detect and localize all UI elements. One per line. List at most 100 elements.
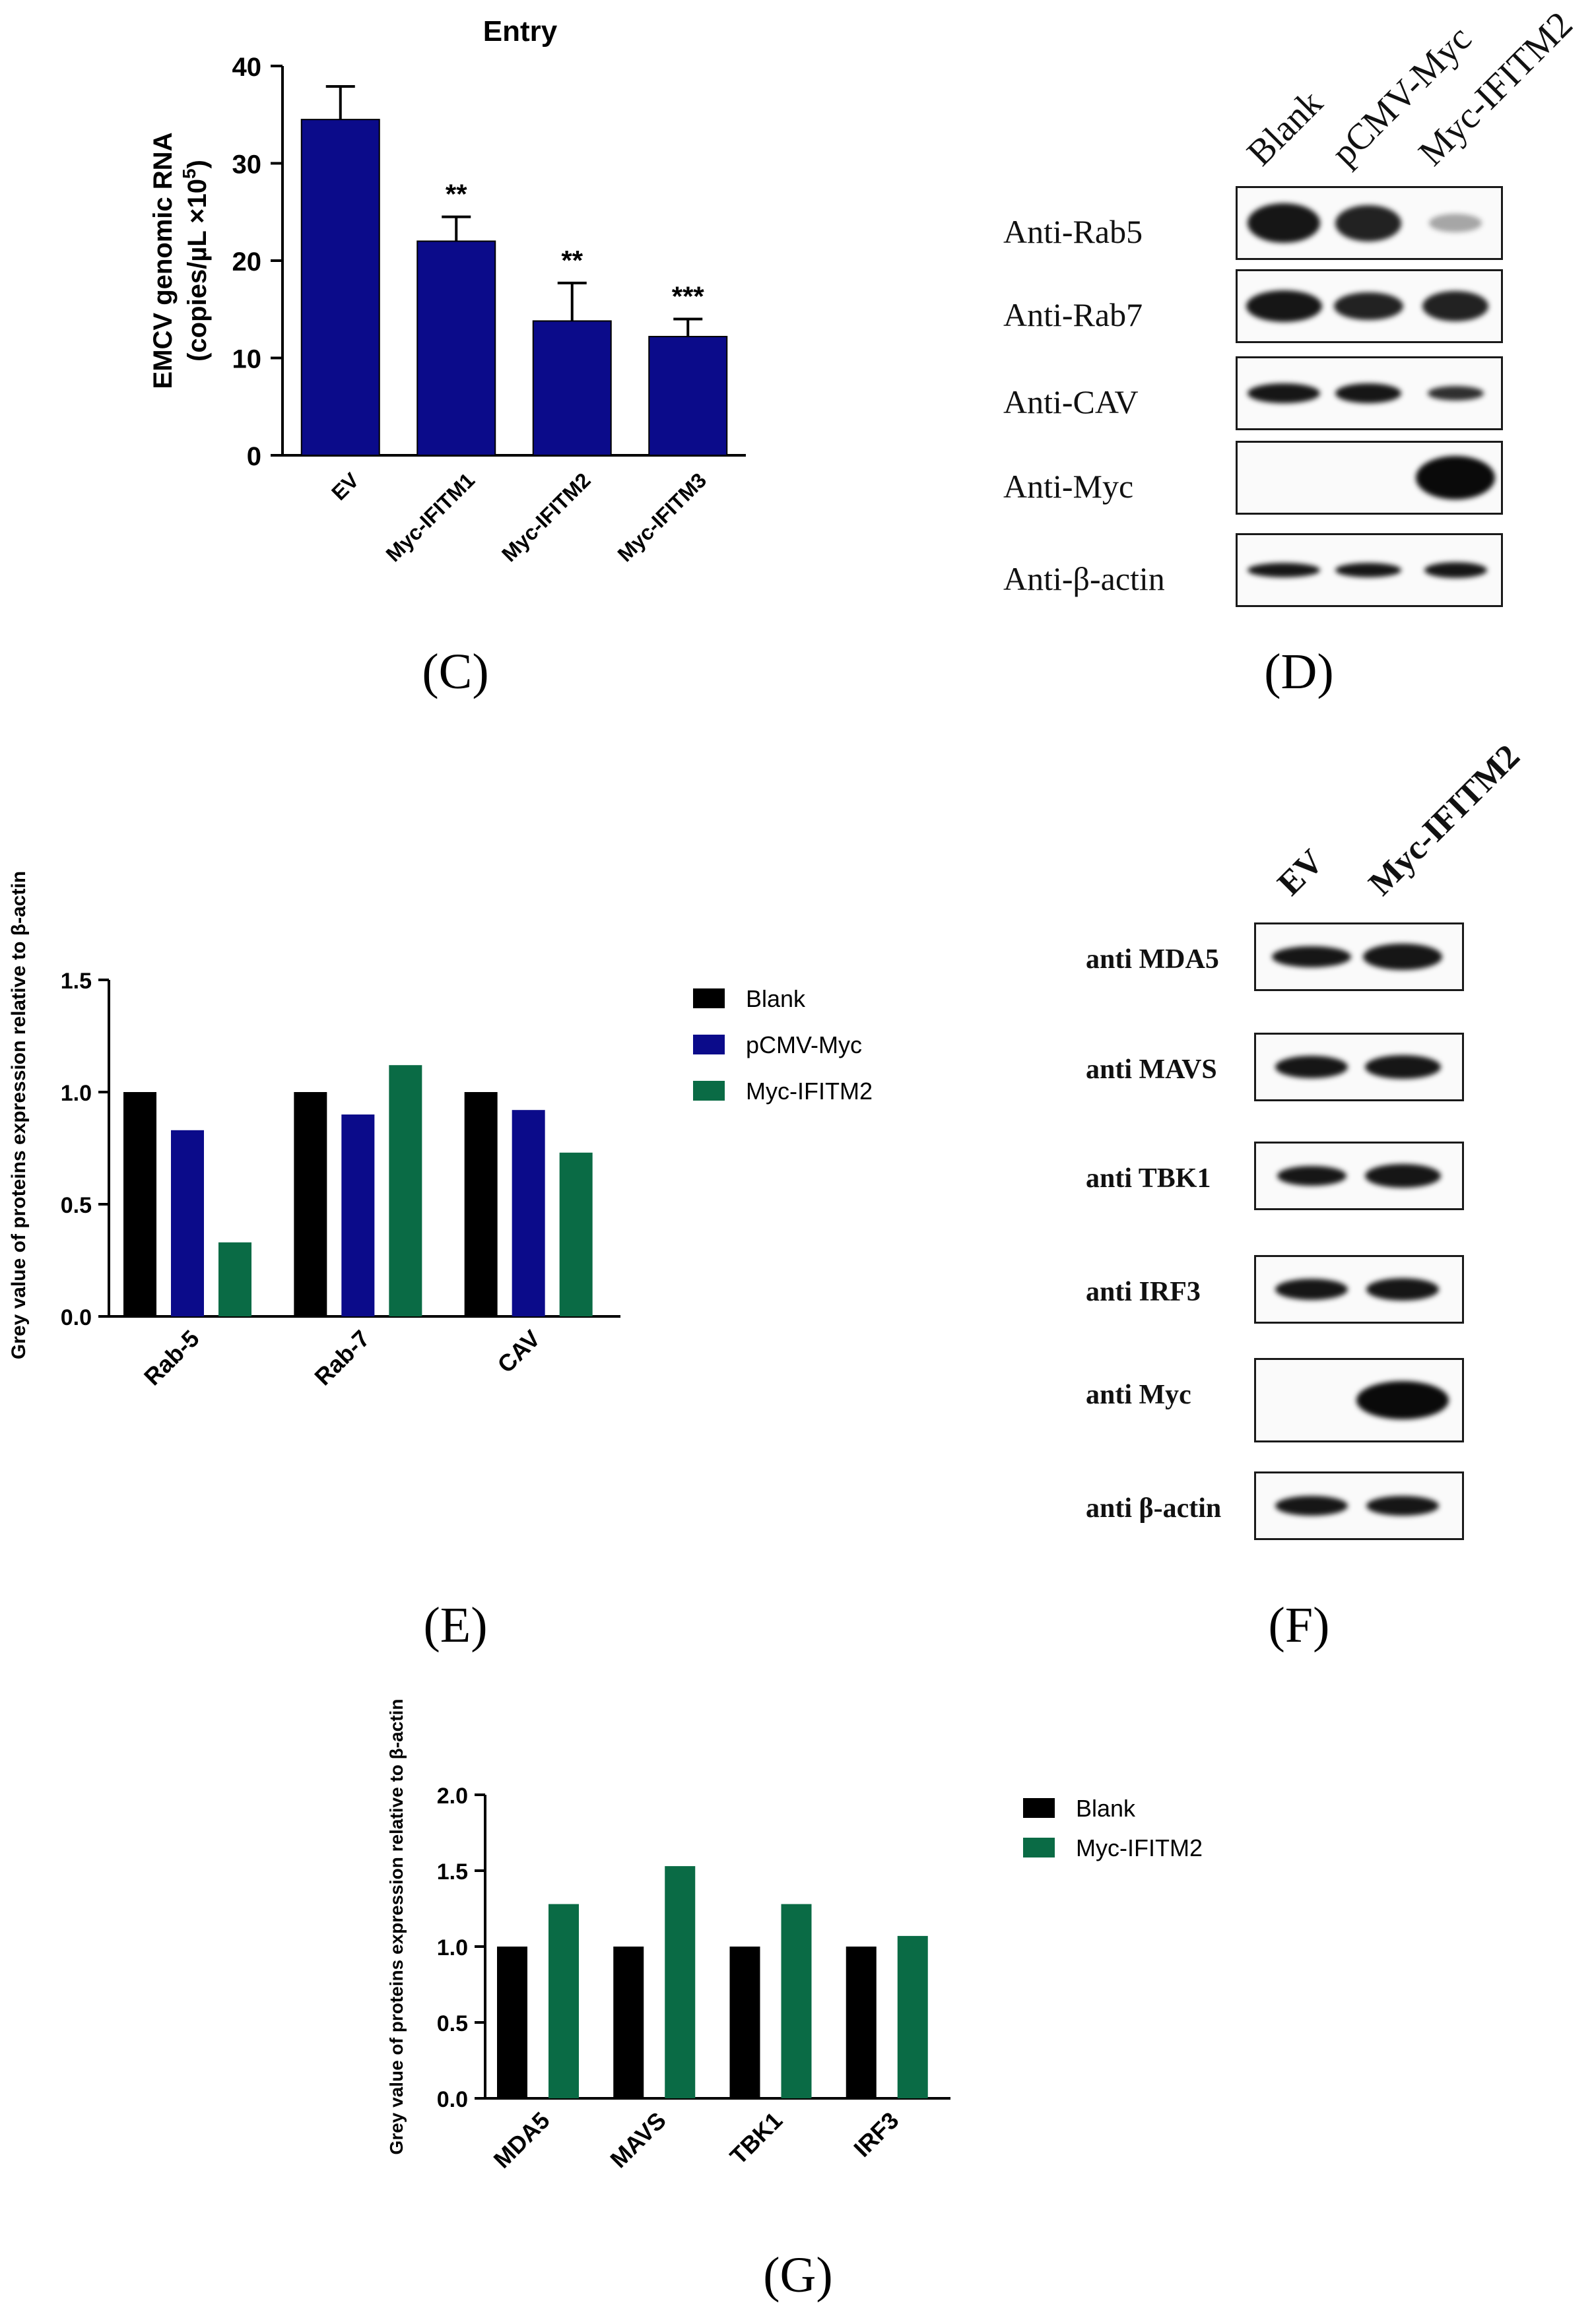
bar bbox=[300, 119, 380, 456]
lane-label: Myc-IFITM2 bbox=[1361, 737, 1527, 903]
bar-pcmv-myc bbox=[512, 1110, 545, 1316]
x-tick-group: CAV bbox=[492, 1325, 545, 1378]
blot-row-label: Anti-Rab5 bbox=[1003, 213, 1143, 250]
blot-row-label: Anti-β-actin bbox=[1003, 560, 1165, 597]
blot-row-label: Anti-Myc bbox=[1003, 468, 1134, 505]
bar-myc-ifitm2 bbox=[559, 1152, 593, 1316]
blot-row-label: anti IRF3 bbox=[1086, 1277, 1201, 1307]
x-tick-group: Myc-IFITM1 bbox=[382, 468, 480, 566]
legend-swatch bbox=[693, 1081, 725, 1101]
chart-c: Entry 0 10 20 30 40 EMCV genomic RNA (copies/µL… bbox=[149, 15, 746, 566]
bar-myc-ifitm2 bbox=[781, 1904, 812, 2098]
y-tick-label: 40 bbox=[232, 53, 262, 82]
bar-blank bbox=[294, 1092, 327, 1316]
panel-label-e: (E) bbox=[423, 1598, 488, 1653]
bar-blank bbox=[846, 1947, 877, 2098]
legend-label: pCMV-Myc bbox=[746, 1031, 862, 1058]
blot-band bbox=[1277, 1166, 1347, 1186]
panel-label-f: (F) bbox=[1268, 1598, 1330, 1653]
blot-row-label: Anti-CAV bbox=[1003, 383, 1139, 420]
y-label-line1: EMCV genomic RNA bbox=[149, 133, 178, 389]
legend-label: Myc-IFITM2 bbox=[1076, 1834, 1203, 1861]
x-tick-label: Rab-5 bbox=[139, 1325, 205, 1391]
legend-label: Blank bbox=[746, 985, 806, 1012]
x-tick-group: Myc-IFITM2 bbox=[497, 468, 595, 566]
x-tick-label: Myc-IFITM1 bbox=[382, 468, 480, 566]
y-label-units: (copies/µL ×10 bbox=[183, 179, 212, 362]
panel-label-g: (G) bbox=[763, 2247, 833, 2303]
chart-title: Entry bbox=[483, 15, 558, 48]
bar-blank bbox=[497, 1947, 527, 2098]
blot-row-label: anti Myc bbox=[1086, 1380, 1191, 1410]
blot-band bbox=[1272, 946, 1351, 967]
y-tick-label: 2.0 bbox=[437, 1784, 468, 1809]
x-tick-label: Myc-IFITM3 bbox=[613, 468, 712, 566]
x-tick-group: MDA5 bbox=[488, 2107, 555, 2174]
blot-row-label: anti MDA5 bbox=[1086, 944, 1219, 975]
bar bbox=[532, 320, 612, 457]
y-tick-label: 0.0 bbox=[61, 1305, 92, 1330]
legend-swatch bbox=[1023, 1838, 1055, 1857]
x-tick-group: EV bbox=[327, 468, 364, 505]
lane-label: EV bbox=[1270, 842, 1331, 903]
blot-band bbox=[1335, 383, 1401, 403]
panel-label-c: (C) bbox=[422, 644, 489, 699]
bar-myc-ifitm2 bbox=[665, 1866, 696, 2098]
blot-band bbox=[1247, 563, 1320, 577]
blot-band bbox=[1335, 205, 1401, 242]
x-tick-group: Rab-7 bbox=[309, 1325, 375, 1391]
y-axis-label: Grey value of proteins expression relati… bbox=[386, 1699, 407, 2155]
x-tick-group: Myc-IFITM3 bbox=[613, 468, 712, 566]
blot-band bbox=[1356, 1381, 1449, 1419]
bar-pcmv-myc bbox=[171, 1130, 204, 1316]
blot-strip bbox=[1254, 1358, 1464, 1442]
blot-strip bbox=[1236, 186, 1503, 260]
x-tick-label: Myc-IFITM2 bbox=[497, 468, 595, 566]
x-tick-group: MAVS bbox=[605, 2107, 671, 2174]
lane-label: Blank bbox=[1239, 82, 1331, 174]
blot-strip bbox=[1236, 533, 1503, 607]
blot-strip bbox=[1236, 269, 1503, 343]
bar-pcmv-myc bbox=[341, 1114, 375, 1316]
y-tick-label: 1.0 bbox=[61, 1081, 92, 1106]
blot-strip bbox=[1236, 356, 1503, 430]
blot-row-label: anti MAVS bbox=[1086, 1054, 1217, 1085]
blot-band bbox=[1427, 386, 1484, 401]
legend-label: Myc-IFITM2 bbox=[746, 1078, 873, 1105]
y-tick-label: 0 bbox=[247, 442, 261, 471]
blot-band bbox=[1275, 1279, 1348, 1300]
y-tick-label: 30 bbox=[232, 150, 262, 179]
x-tick-label: IRF3 bbox=[848, 2107, 904, 2162]
blot-band bbox=[1246, 290, 1322, 322]
bar-blank bbox=[464, 1092, 498, 1316]
blot-band bbox=[1429, 214, 1482, 232]
blot-band bbox=[1247, 203, 1320, 243]
chart-e: 0.0 0.5 1.0 1.5 Grey value of proteins expre… bbox=[8, 871, 873, 1391]
x-tick-label: TBK1 bbox=[725, 2107, 787, 2170]
significance-label: *** bbox=[672, 281, 705, 312]
legend-swatch bbox=[693, 988, 725, 1008]
legend-swatch bbox=[693, 1035, 725, 1054]
blot-band bbox=[1247, 383, 1320, 403]
blot-band bbox=[1366, 1278, 1439, 1301]
y-axis-label-group: Grey value of proteins expression relati… bbox=[8, 871, 30, 1359]
x-tick-label: Rab-7 bbox=[309, 1325, 375, 1391]
blot-band bbox=[1335, 563, 1401, 577]
y-tick-label: 0.5 bbox=[61, 1193, 92, 1218]
bar-blank bbox=[729, 1947, 760, 2098]
blot-strip bbox=[1236, 441, 1503, 515]
blot-band bbox=[1422, 291, 1488, 321]
y-tick-label: 1.0 bbox=[437, 1935, 468, 1960]
blot-strip bbox=[1254, 1142, 1464, 1210]
bar-myc-ifitm2 bbox=[897, 1935, 928, 2098]
bar-myc-ifitm2 bbox=[218, 1242, 251, 1316]
blot-band bbox=[1275, 1056, 1348, 1078]
bar-myc-ifitm2 bbox=[549, 1904, 579, 2098]
x-tick-group: IRF3 bbox=[848, 2107, 904, 2162]
y-tick-label: 0.0 bbox=[437, 2087, 468, 2112]
blot-strip bbox=[1254, 1471, 1464, 1540]
x-tick-group: TBK1 bbox=[725, 2107, 787, 2170]
blot-strip bbox=[1254, 1255, 1464, 1324]
bar-myc-ifitm2 bbox=[389, 1065, 422, 1316]
y-axis-label: EMCV genomic RNA (copies/µL ×105) bbox=[149, 133, 212, 389]
